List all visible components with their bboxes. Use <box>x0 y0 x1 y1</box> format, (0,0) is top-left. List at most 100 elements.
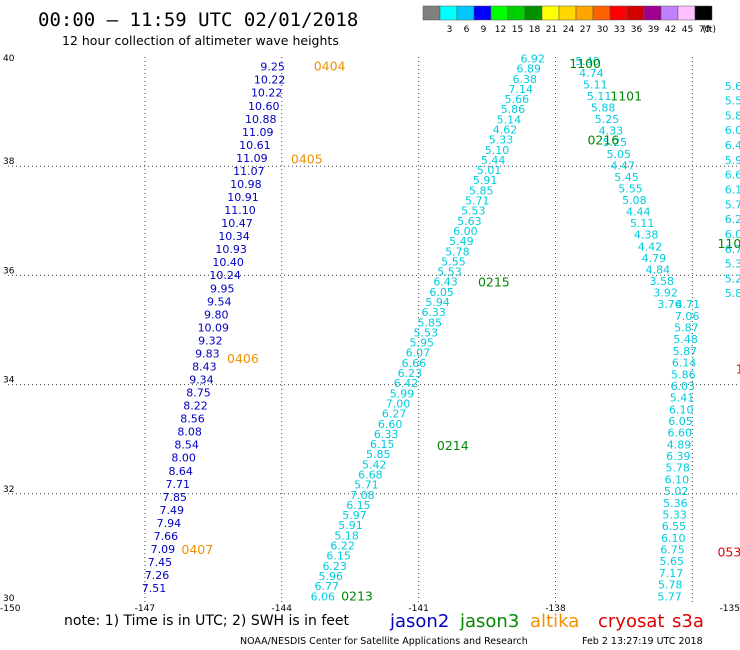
wave-height-value: 5.08 <box>622 194 647 207</box>
wave-height-value: 6.92 <box>520 52 545 65</box>
wave-height-value: 5.85 <box>366 448 391 461</box>
wave-height-value: 5.55 <box>618 182 643 195</box>
wave-height-value: 5.85 <box>417 316 442 329</box>
wave-height-value: 3.76 <box>657 298 682 311</box>
wave-height-value: 6.15 <box>346 499 371 512</box>
wave-height-value: 6.07 <box>406 347 431 360</box>
wave-height-value: 5.9 <box>725 154 740 167</box>
wave-height-value: 11.09 <box>242 126 274 139</box>
scale-label: 18 <box>529 25 541 35</box>
wave-height-value: 5.65 <box>660 555 685 568</box>
wave-height-value: 5.63 <box>457 215 482 228</box>
wave-height-value: 9.34 <box>189 374 214 387</box>
wave-height-value: 6.4 <box>725 139 740 152</box>
wave-height-value: 7.45 <box>148 556 173 569</box>
wave-height-value: 6.89 <box>516 63 541 76</box>
wave-height-value: 6.06 <box>311 590 336 603</box>
wave-height-value: 5.77 <box>657 590 682 603</box>
generated-timestamp: Feb 2 13:27:19 UTC 2018 <box>582 636 703 647</box>
wave-height-value: 7.94 <box>157 517 182 530</box>
wave-height-value: 5.91 <box>473 174 498 187</box>
pass-time-label: 0405 <box>291 151 323 166</box>
wave-height-value: 5.85 <box>469 184 494 197</box>
wave-height-value: 6.0 <box>725 228 740 241</box>
wave-height-value: 5.36 <box>663 497 688 510</box>
scale-swatch <box>422 5 441 21</box>
wave-height-value: 7.06 <box>675 310 700 323</box>
wave-height-value: 10.91 <box>227 191 259 204</box>
wave-height-value: 6.05 <box>429 286 454 299</box>
credit-line: NOAA/NESDIS Center for Satellite Applica… <box>240 636 528 647</box>
wave-height-value: 6.2 <box>725 213 740 226</box>
wave-height-value: 10.88 <box>245 113 277 126</box>
pass-time-label: 1101 <box>610 89 642 104</box>
scale-swatch <box>626 5 645 21</box>
pass-time-label: 0215 <box>478 274 510 289</box>
pass-time-label: 0214 <box>437 438 469 453</box>
wave-height-value: 5.78 <box>445 245 470 258</box>
scale-swatch <box>490 5 509 21</box>
wave-height-value: 8.00 <box>171 452 196 465</box>
wave-height-value: 4.89 <box>667 438 692 451</box>
scale-label: 27 <box>580 25 591 35</box>
wave-height-value: 5.42 <box>362 458 387 471</box>
wave-height-value: 8.43 <box>192 360 217 373</box>
wave-height-value: 6.38 <box>513 73 538 86</box>
pass-time-label: 1100 <box>569 56 601 71</box>
pass-time-label: 110 <box>717 236 740 251</box>
wave-height-value: 9.25 <box>260 61 285 74</box>
wave-height-value: 5.25 <box>603 136 628 149</box>
legend-jason2: jason2 <box>389 611 449 632</box>
wave-height-value: 4.33 <box>599 125 624 138</box>
wave-height-value: 5.8 <box>725 287 740 300</box>
wave-height-value: 6.42 <box>394 377 419 390</box>
wave-height-value: 5.91 <box>338 519 363 532</box>
lat-lon-grid <box>8 57 738 603</box>
wave-height-value: 6.14 <box>672 357 697 370</box>
pass-time-label: 0216 <box>587 132 619 147</box>
wave-height-value: 9.80 <box>204 308 229 321</box>
wave-height-value: 7.66 <box>154 530 179 543</box>
wave-height-value: 10.60 <box>248 100 280 113</box>
scale-label: 15 <box>512 25 523 35</box>
wave-height-value: 5.2 <box>725 272 740 285</box>
wave-height-value: 6.22 <box>330 540 355 553</box>
pass-time-stamps: 0404040504060407110011010216021502140213… <box>181 56 740 603</box>
wave-height-value: 5.71 <box>465 195 490 208</box>
wave-height-value: 5.55 <box>441 255 466 268</box>
scale-label: 30 <box>597 25 609 35</box>
wave-height-value: 7.17 <box>659 567 684 580</box>
track-altika-descending: 9.2510.2210.2210.6010.8811.0910.6111.091… <box>142 61 286 595</box>
wave-height-value: 6.66 <box>402 357 427 370</box>
wave-height-value: 11.09 <box>236 152 268 165</box>
track-jason3-descending-lower: 4.717.065.875.485.876.145.866.035.416.10… <box>657 298 700 603</box>
scale-unit: (ft) <box>702 25 716 35</box>
wave-height-value: 6.10 <box>661 532 686 545</box>
wave-height-value: 9.83 <box>195 347 220 360</box>
wave-height-value: 5.10 <box>485 144 510 157</box>
scale-label: 42 <box>665 25 676 35</box>
wave-height-value: 4.38 <box>634 229 659 242</box>
wave-height-value: 11.10 <box>224 204 256 217</box>
wave-height-value: 6.15 <box>370 438 395 451</box>
wave-height-value: 6.75 <box>660 544 685 557</box>
wave-height-value: 6.1 <box>725 184 740 197</box>
wave-height-value: 5.86 <box>671 368 696 381</box>
wave-height-value: 5.5 <box>725 95 740 108</box>
wave-height-value: 5.33 <box>662 508 687 521</box>
wave-height-value: 8.22 <box>183 400 208 413</box>
lon-tick-label: -138 <box>545 604 566 614</box>
pass-time-label: 0404 <box>314 59 346 74</box>
wave-height-value: 5.41 <box>670 392 695 405</box>
wave-height-value: 5.6 <box>725 80 740 93</box>
scale-label: 9 <box>481 25 487 35</box>
wave-height-value: 10.47 <box>221 217 253 230</box>
axis-tick-labels: -150 -147 -144 -141 -138 -135 30 32 34 36 38 40 <box>0 54 740 614</box>
satellite-legend: jason2 jason3 altika cryosat s3a <box>389 611 704 632</box>
wave-height-value: 6.23 <box>322 560 347 573</box>
lat-tick-label: 38 <box>3 157 15 167</box>
wave-height-value: 7.71 <box>165 478 190 491</box>
track-jason3-ascending: 6.066.775.966.236.156.225.185.915.976.15… <box>311 52 545 603</box>
wave-height-value: 5.01 <box>477 164 502 177</box>
wave-height-value: 5.53 <box>461 205 486 218</box>
